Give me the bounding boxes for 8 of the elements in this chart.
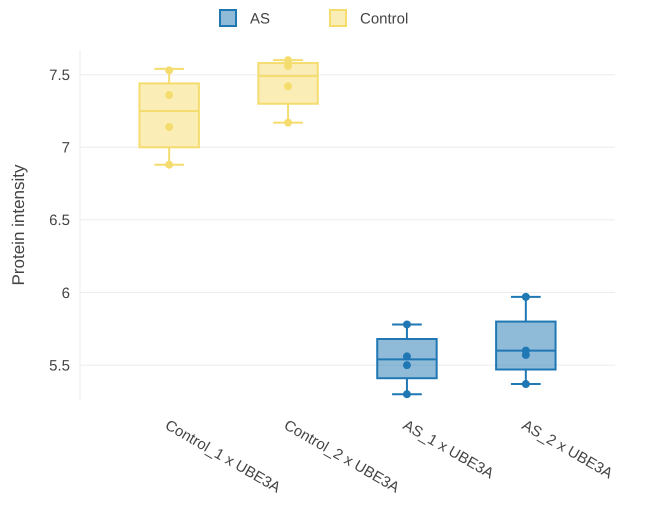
y-tick-label: 7.5 bbox=[49, 66, 70, 84]
y-tick-label: 6 bbox=[62, 284, 70, 302]
y-axis-title: Protein intensity bbox=[9, 164, 28, 286]
legend-label: Control bbox=[360, 10, 408, 28]
legend-label: AS bbox=[250, 10, 270, 28]
y-tick-label: 7 bbox=[62, 140, 70, 157]
y-tick-label: 6.5 bbox=[49, 212, 70, 230]
y-tick-label: 5.5 bbox=[49, 357, 70, 374]
